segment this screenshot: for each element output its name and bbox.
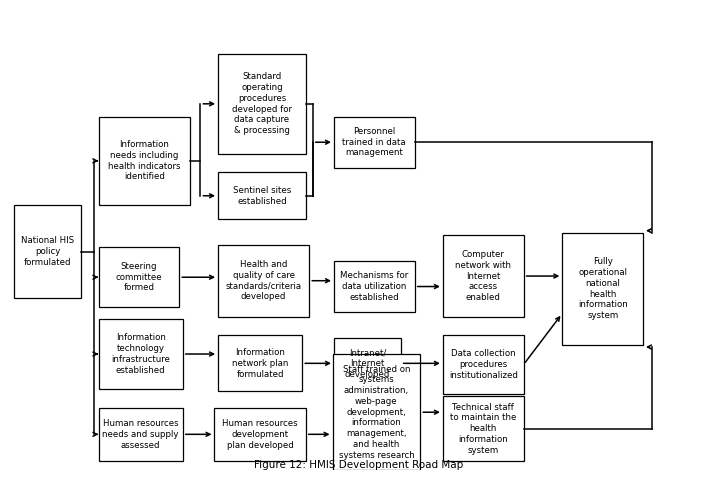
Text: Information
needs including
health indicators
identified: Information needs including health indic… — [108, 140, 181, 181]
Text: Staff trained on
systems
administration,
web-page
development,
information
manag: Staff trained on systems administration,… — [338, 365, 414, 460]
Text: Technical staff
to maintain the
health
information
system: Technical staff to maintain the health i… — [450, 402, 516, 455]
FancyBboxPatch shape — [334, 261, 414, 312]
Text: Information
network plan
formulated: Information network plan formulated — [232, 348, 288, 379]
Text: Human resources
needs and supply
assessed: Human resources needs and supply assesse… — [103, 419, 179, 449]
Text: National HIS
policy
formulated: National HIS policy formulated — [21, 236, 74, 267]
FancyBboxPatch shape — [218, 54, 306, 154]
FancyBboxPatch shape — [98, 319, 183, 389]
Text: Mechanisms for
data utilization
established: Mechanisms for data utilization establis… — [340, 271, 409, 302]
Text: Human resources
development
plan developed: Human resources development plan develop… — [222, 419, 298, 449]
Text: Sentinel sites
established: Sentinel sites established — [233, 186, 291, 206]
Text: Health and
quality of care
standards/criteria
developed: Health and quality of care standards/cri… — [226, 260, 302, 301]
FancyBboxPatch shape — [443, 235, 523, 317]
FancyBboxPatch shape — [218, 335, 303, 391]
FancyBboxPatch shape — [333, 354, 420, 470]
FancyBboxPatch shape — [218, 172, 306, 219]
Text: Data collection
procedures
institutionalized: Data collection procedures institutional… — [449, 349, 518, 380]
FancyBboxPatch shape — [214, 408, 306, 461]
FancyBboxPatch shape — [98, 117, 190, 205]
FancyBboxPatch shape — [98, 408, 183, 461]
FancyBboxPatch shape — [14, 205, 81, 298]
Text: Intranet/
Internet
developed: Intranet/ Internet developed — [345, 348, 390, 379]
Text: Figure 12: HMIS Development Road Map: Figure 12: HMIS Development Road Map — [254, 461, 463, 470]
Text: Fully
operational
national
health
information
system: Fully operational national health inform… — [578, 257, 627, 320]
FancyBboxPatch shape — [443, 335, 523, 393]
Text: Steering
committee
formed: Steering committee formed — [115, 262, 162, 293]
FancyBboxPatch shape — [562, 233, 643, 344]
Text: Information
technology
infrastructure
established: Information technology infrastructure es… — [111, 333, 170, 375]
FancyBboxPatch shape — [334, 117, 414, 168]
Text: Standard
operating
procedures
developed for
data capture
& processing: Standard operating procedures developed … — [232, 73, 292, 135]
Text: Personnel
trained in data
management: Personnel trained in data management — [343, 127, 406, 157]
FancyBboxPatch shape — [443, 396, 523, 461]
Text: Computer
network with
Internet
access
enabled: Computer network with Internet access en… — [455, 250, 511, 302]
FancyBboxPatch shape — [334, 338, 401, 389]
FancyBboxPatch shape — [98, 247, 179, 308]
FancyBboxPatch shape — [218, 245, 309, 317]
